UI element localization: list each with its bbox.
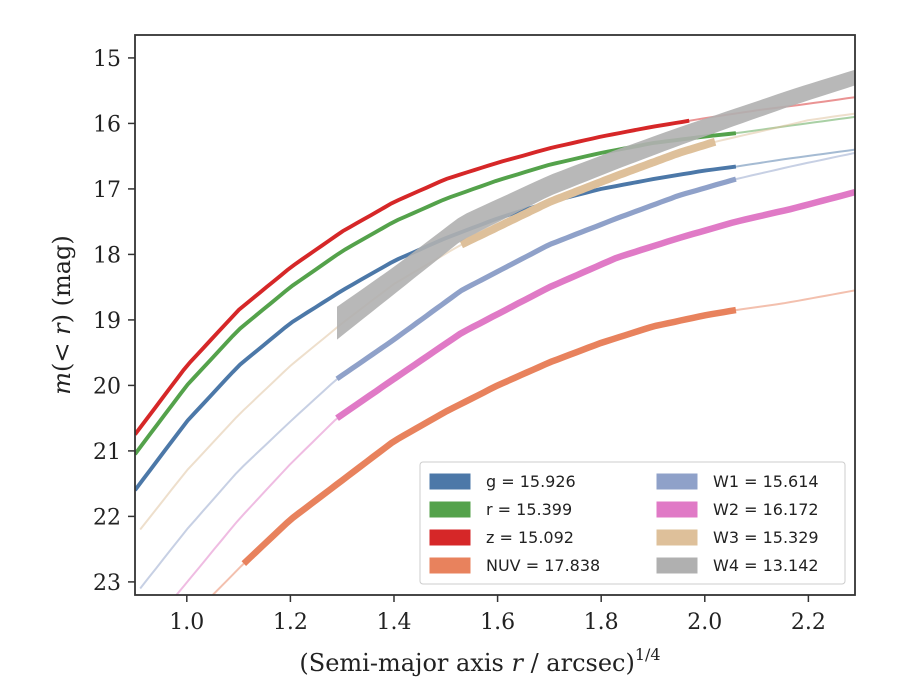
series-w3-line: [459, 138, 717, 249]
series-layer: [135, 69, 855, 595]
series-w4-band: [337, 69, 855, 340]
series-nuv-line: [241, 306, 737, 566]
y-tick-label: 15: [93, 47, 121, 72]
y-axis-label: m(< r) (mag): [48, 235, 76, 395]
legend-label: r = 15.399: [486, 500, 572, 519]
series-1: [135, 115, 855, 456]
x-tick-label: 2.0: [687, 610, 722, 635]
y-tick-label: 23: [93, 571, 121, 596]
series-z-line: [135, 118, 690, 436]
y-tick-label: 18: [93, 243, 121, 268]
y-axis: 15 16 17 18 19 20 21 22 23: [93, 47, 135, 596]
legend-swatch: [429, 501, 471, 518]
legend-swatch: [656, 473, 698, 490]
legend-swatch: [656, 501, 698, 518]
series-w1-line: [335, 176, 737, 382]
plot-frame: [134, 34, 856, 596]
legend: g = 15.926 r = 15.399 z = 15.092 NUV = 17.8…: [419, 461, 846, 585]
y-tick-label: 22: [93, 505, 121, 530]
legend-swatch: [429, 557, 471, 574]
y-tick-label: 20: [93, 374, 121, 399]
series-5: [175, 189, 855, 595]
legend-label: W4 = 13.142: [713, 556, 819, 575]
x-axis: 1.0 1.2 1.4 1.6 1.8 2.0 2.2: [169, 595, 826, 635]
series-w2-line: [335, 189, 855, 421]
x-tick-label: 2.2: [791, 610, 826, 635]
x-tick-label: 1.8: [584, 610, 619, 635]
y-tick-label: 21: [93, 440, 121, 465]
x-tick-label: 1.4: [376, 610, 411, 635]
series-3: [211, 289, 855, 595]
legend-swatch: [656, 557, 698, 574]
legend-label: g = 15.926: [486, 472, 576, 491]
y-tick-label: 16: [93, 112, 121, 137]
series-4: [139, 151, 855, 590]
series-7: [337, 69, 855, 340]
legend-label: W2 = 16.172: [713, 500, 819, 519]
series-6: [139, 112, 855, 531]
x-axis-label: (Semi-major axis r / arcsec)1/4: [299, 645, 660, 677]
y-tick-label: 19: [93, 309, 121, 334]
legend-label: NUV = 17.838: [486, 556, 600, 575]
x-tick-label: 1.2: [273, 610, 308, 635]
y-tick-label: 17: [93, 178, 121, 203]
legend-label: W1 = 15.614: [713, 472, 819, 491]
series-r-extrapolated-line: [135, 115, 855, 455]
x-tick-label: 1.0: [169, 610, 204, 635]
legend-label: z = 15.092: [486, 528, 574, 547]
x-tick-label: 1.6: [480, 610, 515, 635]
legend-swatch: [429, 529, 471, 546]
legend-swatch: [429, 473, 471, 490]
legend-box: [419, 461, 846, 585]
legend-label: W3 = 15.329: [713, 528, 819, 547]
legend-swatch: [656, 529, 698, 546]
